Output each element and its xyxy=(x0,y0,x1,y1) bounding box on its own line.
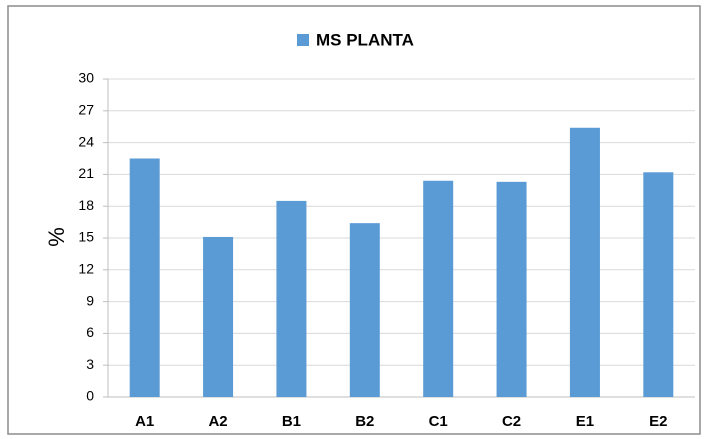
y-tick-label: 27 xyxy=(78,102,94,118)
y-tick-label: 24 xyxy=(78,133,94,149)
y-tick-label: 12 xyxy=(78,261,94,277)
bar xyxy=(423,180,454,397)
bar xyxy=(643,172,674,397)
x-tick-label: C1 xyxy=(429,413,448,430)
x-tick-label: C2 xyxy=(502,413,521,430)
y-axis-label: % xyxy=(44,227,69,247)
bar xyxy=(569,127,600,397)
bar xyxy=(276,200,307,397)
legend-label: MS PLANTA xyxy=(316,30,414,49)
bar xyxy=(349,223,380,397)
y-tick-label: 15 xyxy=(78,229,94,245)
x-tick-label: B2 xyxy=(355,413,374,430)
y-tick-label: 0 xyxy=(86,388,94,404)
x-tick-label: A2 xyxy=(208,413,227,430)
y-tick-label: 18 xyxy=(78,197,94,213)
x-tick-label: A1 xyxy=(135,413,154,430)
bar xyxy=(496,181,527,397)
y-tick-label: 3 xyxy=(86,356,94,372)
legend-swatch xyxy=(297,34,309,46)
x-tick-label: B1 xyxy=(282,413,301,430)
y-tick-label: 9 xyxy=(86,292,94,308)
y-tick-label: 30 xyxy=(78,70,94,86)
bar xyxy=(203,236,234,397)
bar xyxy=(129,158,160,397)
y-tick-label: 21 xyxy=(78,165,94,181)
y-tick-label: 6 xyxy=(86,324,94,340)
x-tick-label: E2 xyxy=(649,413,667,430)
x-tick-label: E1 xyxy=(576,413,594,430)
